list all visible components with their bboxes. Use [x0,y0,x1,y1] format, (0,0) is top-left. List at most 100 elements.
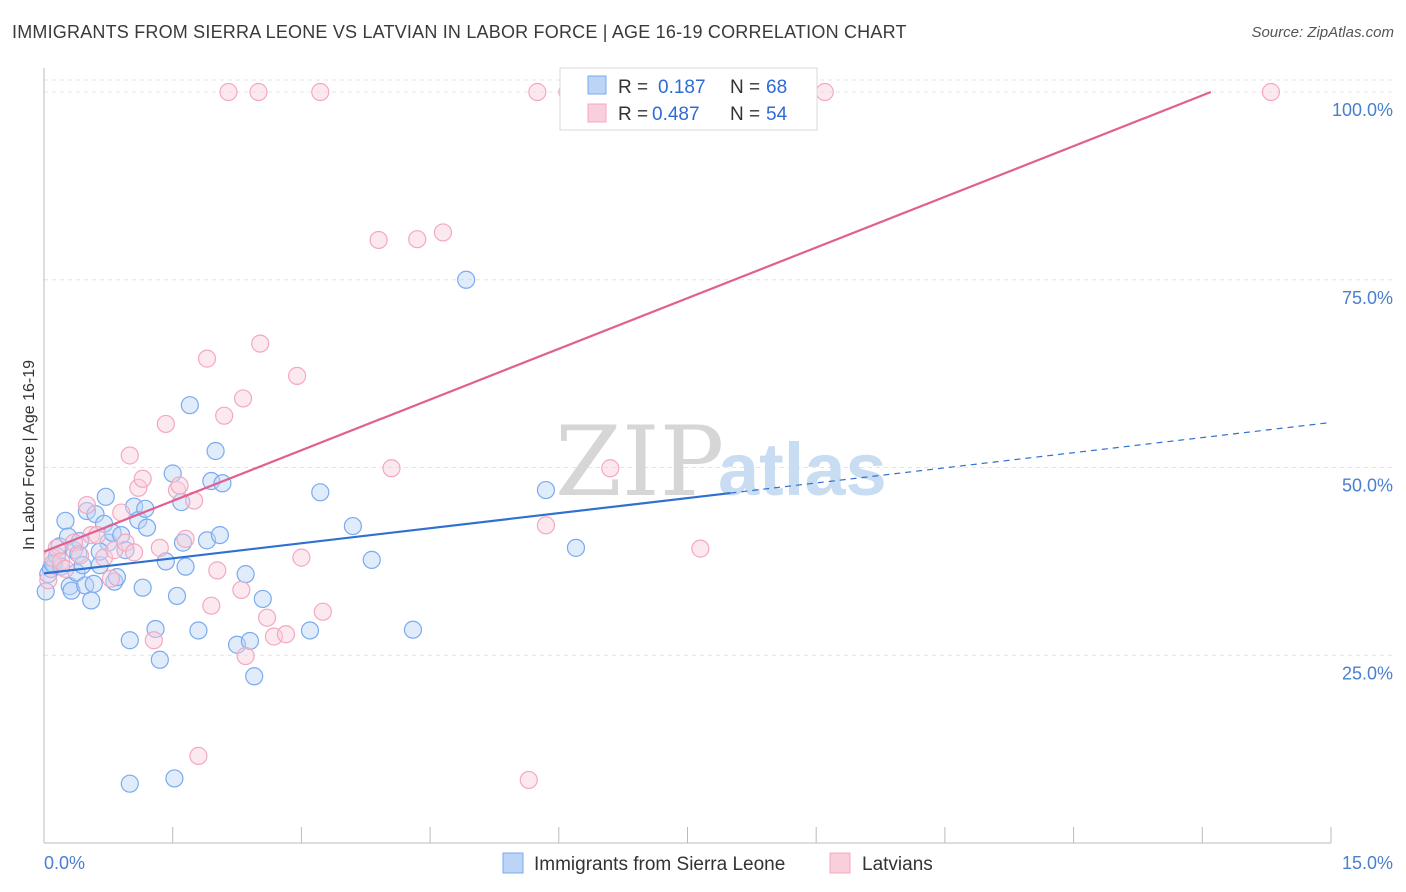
data-point [47,538,66,557]
legend-swatch-blue [587,75,607,95]
data-point [144,631,163,650]
data-point [129,478,148,497]
data-point [528,82,547,102]
legend-n-label-1: N = [730,77,760,98]
data-point [189,746,208,765]
data-point [165,769,184,788]
data-point [150,650,169,669]
data-point [257,608,277,627]
data-point [362,550,381,569]
data-point [189,621,208,640]
trend-line-blue [43,491,731,575]
legend-n-value-2: 54 [766,104,788,125]
bottom-legend: Immigrants from Sierra Leone Latvians [502,852,933,875]
data-point [433,223,453,242]
watermark-zip: ZIP [555,406,724,518]
data-point [167,586,187,606]
data-point [292,548,311,567]
data-point [249,82,268,102]
data-point [70,546,90,565]
data-point [137,518,157,537]
data-point [536,480,556,500]
data-point [146,619,165,639]
data-point [215,406,234,425]
x-tick-labels: 0.0% 15.0% [44,853,1393,873]
bottom-legend-swatch-pink [829,852,851,874]
data-point [176,529,195,548]
source-label: Source: ZipAtlas.com [1251,24,1394,41]
bottom-legend-label-1: Immigrants from Sierra Leone [534,854,785,875]
legend-n-label-2: N = [730,104,760,125]
data-point [176,557,195,576]
data-point [202,596,221,615]
data-point [206,441,225,461]
data-point [408,230,427,249]
data-point [120,631,139,650]
x-tick-label-min: 0.0% [44,853,85,873]
data-point [1261,82,1281,102]
data-point [566,538,586,557]
data-point [457,270,476,289]
data-point [311,82,330,102]
trend-line-pink [43,90,1212,553]
data-point [236,646,255,666]
legend-box: R = 0.187 N = 68 R = 0.487 N = 54 [559,67,818,131]
trend-line-blue-extension [730,421,1332,494]
data-point [202,471,221,491]
data-point [210,525,229,545]
data-point [133,469,152,488]
data-point [56,559,75,578]
data-point [156,552,175,571]
data-point [382,459,401,478]
data-point [536,516,556,535]
data-point [691,539,710,558]
data-point [101,569,121,588]
y-tick-label-25: 25.0% [1342,663,1393,683]
data-point [120,446,139,465]
data-point [300,621,320,640]
bottom-legend-label-2: Latvians [862,854,933,875]
bottom-legend-swatch-blue [502,852,524,874]
data-point [77,495,97,515]
legend-r-label-1: R = [618,77,648,98]
watermark-atlas: atlas [718,428,887,511]
chart-title: IMMIGRANTS FROM SIERRA LEONE VS LATVIAN … [12,22,907,42]
data-point [369,230,388,250]
data-point [197,349,217,368]
data-point [403,620,423,639]
data-point [62,581,81,600]
legend-r-value-1: 0.187 [658,77,706,98]
series-latvians [39,82,1281,790]
axes [43,68,1332,844]
x-tick-label-max: 15.0% [1342,853,1393,873]
data-point [39,571,58,590]
data-point [107,568,127,587]
y-tick-labels: 25.0% 50.0% 75.0% 100.0% [1332,100,1393,683]
data-point [232,580,251,600]
watermark: ZIP atlas [555,406,887,518]
data-point [601,459,620,478]
data-point [124,543,144,562]
data-point [219,82,238,102]
data-point [288,366,307,385]
data-point [236,565,255,584]
data-point [180,396,199,415]
data-point [253,589,272,609]
data-point [343,516,362,536]
data-point [815,82,834,102]
data-point [208,561,227,580]
trend-lines [43,90,1332,575]
data-point [245,667,264,686]
data-point [251,334,270,353]
y-tick-label-100: 100.0% [1332,100,1393,120]
y-axis-label: In Labor Force | Age 16-19 [21,360,38,550]
data-point [84,574,103,594]
data-point [313,602,332,621]
legend-r-label-2: R = [618,104,648,125]
data-point [276,625,296,644]
data-point [96,487,115,506]
data-point [56,511,75,530]
legend-swatch-pink [587,103,607,123]
data-point [150,538,169,557]
